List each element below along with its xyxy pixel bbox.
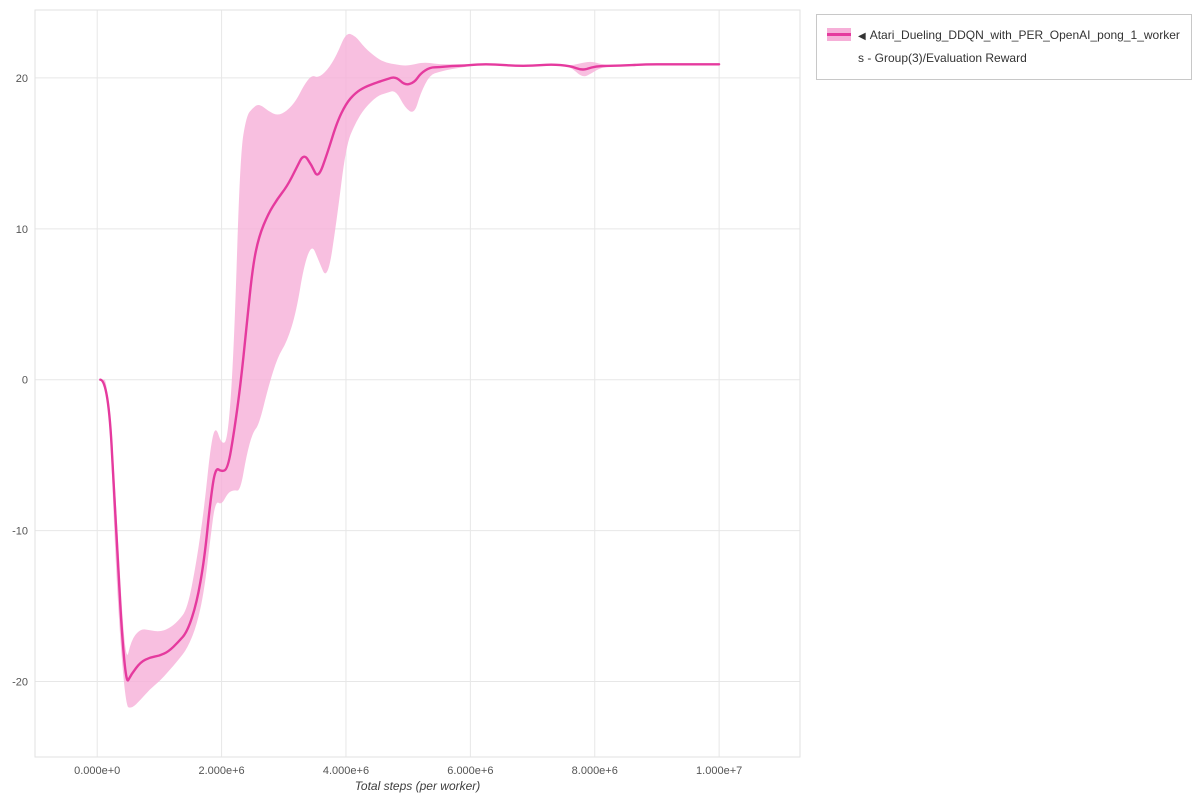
y-tick-label: -10	[12, 526, 28, 538]
x-axis-label: Total steps (per worker)	[354, 779, 481, 793]
confidence-band	[100, 33, 720, 708]
x-tick-label: 1.000e+7	[696, 765, 742, 777]
legend-series-name-line2: s - Group(3)/Evaluation Reward	[858, 50, 1027, 65]
y-tick-label: 20	[16, 73, 28, 85]
x-tick-label: 2.000e+6	[198, 765, 244, 777]
legend-series-name: ◀ Atari_Dueling_DDQN_with_PER_OpenAI_pong…	[858, 24, 1180, 70]
series-line	[99, 63, 721, 682]
legend-collapse-icon[interactable]: ◀	[858, 31, 866, 42]
x-tick-label: 8.000e+6	[572, 765, 618, 777]
y-tick-label: 10	[16, 224, 28, 236]
y-tick-label: -20	[12, 677, 28, 689]
x-tick-label: 4.000e+6	[323, 765, 369, 777]
series-swatch[interactable]	[827, 28, 851, 41]
legend[interactable]: ◀ Atari_Dueling_DDQN_with_PER_OpenAI_pong…	[816, 14, 1192, 80]
legend-item[interactable]: ◀ Atari_Dueling_DDQN_with_PER_OpenAI_pong…	[827, 24, 1181, 70]
x-tick-label: 6.000e+6	[447, 765, 493, 777]
legend-series-name-line1: Atari_Dueling_DDQN_with_PER_OpenAI_pong_…	[869, 28, 1180, 42]
plot-border	[34, 9, 801, 758]
x-tick-label: 0.000e+0	[74, 765, 120, 777]
series-swatch-line	[827, 33, 851, 36]
y-tick-label: 0	[22, 375, 28, 387]
